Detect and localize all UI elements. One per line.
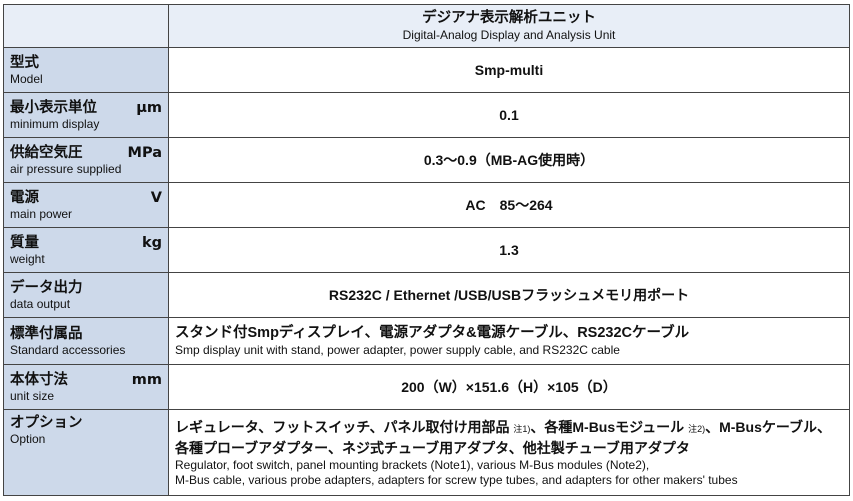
value: 0.1: [168, 92, 850, 138]
label-cell: 最小表示単位 μm minimum display: [3, 92, 169, 138]
value-en-line2: M-Bus cable, various probe adapters, ada…: [175, 472, 738, 487]
note-ref: 注1): [513, 423, 531, 434]
text: 、各種M-Busモジュール: [530, 418, 685, 435]
value-jp-line1: レギュレータ、フットスイッチ、パネル取付け用部品 注1)、各種M-Busモジュー…: [175, 418, 843, 439]
header-row: デジアナ表示解析ユニット Digital-Analog Display and A…: [3, 4, 850, 48]
label-jp: 型式: [10, 54, 39, 71]
row-option: オプション Option レギュレータ、フットスイッチ、パネル取付け用部品 注1)…: [3, 409, 850, 496]
label-en: air pressure supplied: [10, 161, 122, 176]
label-unit: MPa: [127, 144, 162, 161]
text: 、M-Busケーブル、: [705, 418, 832, 435]
label-jp: 標準付属品: [10, 325, 83, 342]
spec-table: デジアナ表示解析ユニット Digital-Analog Display and A…: [3, 4, 850, 496]
label-cell: 本体寸法 mm unit size: [3, 364, 169, 410]
label-jp: データ出力: [10, 279, 83, 296]
value-en: Smp display unit with stand, power adapt…: [175, 343, 620, 357]
label-cell: 質量 kg weight: [3, 227, 169, 273]
label-cell: オプション Option: [3, 409, 169, 496]
title-en: Digital-Analog Display and Analysis Unit: [402, 28, 616, 42]
title-jp: デジアナ表示解析ユニット: [422, 10, 596, 26]
header-blank: [3, 4, 169, 48]
label-unit: mm: [131, 371, 162, 388]
text: レギュレータ、フットスイッチ、パネル取付け用部品: [175, 418, 510, 435]
label-cell: データ出力 data output: [3, 272, 169, 318]
label-unit: V: [150, 189, 162, 206]
label-jp: 電源: [10, 189, 39, 206]
value: Smp-multi: [168, 47, 850, 93]
label-en: minimum display: [10, 116, 100, 131]
label-jp: 供給空気圧: [10, 144, 83, 161]
label-jp: 質量: [10, 234, 39, 251]
label-jp: 本体寸法: [10, 371, 68, 388]
value: 1.3: [168, 227, 850, 273]
value: レギュレータ、フットスイッチ、パネル取付け用部品 注1)、各種M-Busモジュー…: [168, 409, 850, 496]
label-en: data output: [10, 296, 71, 311]
row-data-output: データ出力 data output RS232C / Ethernet /USB/U…: [3, 272, 850, 318]
value-jp: スタンド付Smpディスプレイ、電源アダプタ&電源ケーブル、RS232Cケーブル: [175, 325, 690, 341]
label-en: Standard accessories: [10, 342, 126, 357]
row-weight: 質量 kg weight 1.3: [3, 227, 850, 273]
value: スタンド付Smpディスプレイ、電源アダプタ&電源ケーブル、RS232Cケーブル S…: [168, 317, 850, 365]
label-en: main power: [10, 206, 73, 221]
value-jp-line2: 各種プローブアダプター、ネジ式チューブ用アダプタ、他社製チューブ用アダプタ: [175, 439, 690, 456]
value: AC 85～264: [168, 182, 850, 228]
label-en: weight: [10, 251, 45, 266]
label-cell: 型式 Model: [3, 47, 169, 93]
value-en-line1: Regulator, foot switch, panel mounting b…: [175, 457, 650, 472]
row-air-pressure: 供給空気圧 MPa air pressure supplied 0.3～0.9（MB-…: [3, 137, 850, 183]
label-en: Option: [10, 432, 46, 446]
label-en: Model: [10, 71, 43, 86]
label-en: unit size: [10, 388, 55, 403]
row-min-display: 最小表示単位 μm minimum display 0.1: [3, 92, 850, 138]
value: RS232C / Ethernet /USB/USBフラッシュメモリ用ポート: [168, 272, 850, 318]
row-unit-size: 本体寸法 mm unit size 200（W）×151.6（H）×105（D）: [3, 364, 850, 410]
label-unit: kg: [141, 234, 162, 251]
label-cell: 供給空気圧 MPa air pressure supplied: [3, 137, 169, 183]
value: 0.3～0.9（MB-AG使用時）: [168, 137, 850, 183]
header-title: デジアナ表示解析ユニット Digital-Analog Display and A…: [168, 4, 850, 48]
label-cell: 標準付属品 Standard accessories: [3, 317, 169, 365]
row-model: 型式 Model Smp-multi: [3, 47, 850, 93]
label-jp: オプション: [10, 415, 83, 431]
value: 200（W）×151.6（H）×105（D）: [168, 364, 850, 410]
label-jp: 最小表示単位: [10, 99, 97, 116]
note-ref: 注2): [688, 423, 706, 434]
row-accessories: 標準付属品 Standard accessories スタンド付Smpディスプレイ、…: [3, 317, 850, 365]
label-unit: μm: [136, 99, 162, 116]
